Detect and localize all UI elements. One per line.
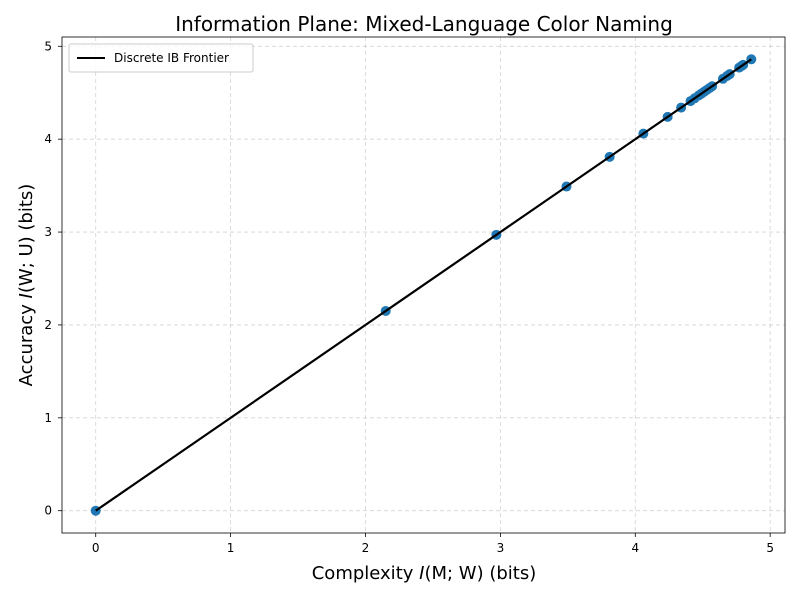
x-tick: 5 — [766, 533, 774, 555]
plot-frame — [61, 36, 786, 534]
y-tick: 3 — [44, 225, 62, 239]
y-tick-label: 1 — [44, 411, 52, 425]
y-axis: 0 1 2 3 4 5 — [44, 39, 62, 518]
x-axis-label-suffix: (bits) — [484, 563, 537, 584]
x-tick-label: 0 — [92, 541, 100, 555]
y-tick-label: 5 — [44, 39, 52, 53]
y-tick-label: 3 — [44, 225, 52, 239]
x-axis-label-symbol: I — [419, 563, 424, 584]
x-tick-label: 4 — [631, 541, 639, 555]
x-axis: 0 1 2 3 4 5 — [92, 533, 774, 555]
y-tick-label: 2 — [44, 318, 52, 332]
x-tick: 1 — [227, 533, 235, 555]
x-axis-label-prefix: Complexity — [312, 563, 419, 584]
grid — [62, 37, 785, 533]
x-tick-label: 2 — [362, 541, 370, 555]
y-tick: 2 — [44, 318, 62, 332]
x-axis-label-args: (M; W) — [424, 563, 483, 584]
x-tick-label: 3 — [497, 541, 505, 555]
legend: Discrete IB Frontier — [68, 43, 254, 73]
y-axis-label-suffix: (bits) — [16, 184, 37, 237]
frontier-line — [95, 58, 752, 512]
y-axis-label: Accuracy I(W; U) (bits) — [16, 184, 37, 387]
x-axis-label: Complexity I(M; W) (bits) — [312, 563, 537, 584]
legend-label-frontier: Discrete IB Frontier — [114, 51, 229, 65]
y-axis-label-prefix: Accuracy — [16, 298, 37, 386]
y-tick-label: 0 — [44, 504, 52, 518]
x-tick-label: 5 — [766, 541, 774, 555]
x-tick: 3 — [497, 533, 505, 555]
y-axis-label-symbol: I — [16, 293, 37, 298]
y-tick: 1 — [44, 411, 62, 425]
x-tick: 4 — [631, 533, 639, 555]
chart-title: Information Plane: Mixed-Language Color … — [175, 12, 673, 36]
y-tick: 4 — [44, 132, 62, 146]
y-tick: 0 — [44, 504, 62, 518]
plot-area — [90, 54, 757, 516]
legend-box — [68, 43, 254, 73]
y-tick-label: 4 — [44, 132, 52, 146]
x-tick-label: 1 — [227, 541, 235, 555]
y-tick: 5 — [44, 39, 62, 53]
x-tick: 0 — [92, 533, 100, 555]
x-tick: 2 — [362, 533, 370, 555]
y-axis-label-args: (W; U) — [16, 236, 37, 293]
